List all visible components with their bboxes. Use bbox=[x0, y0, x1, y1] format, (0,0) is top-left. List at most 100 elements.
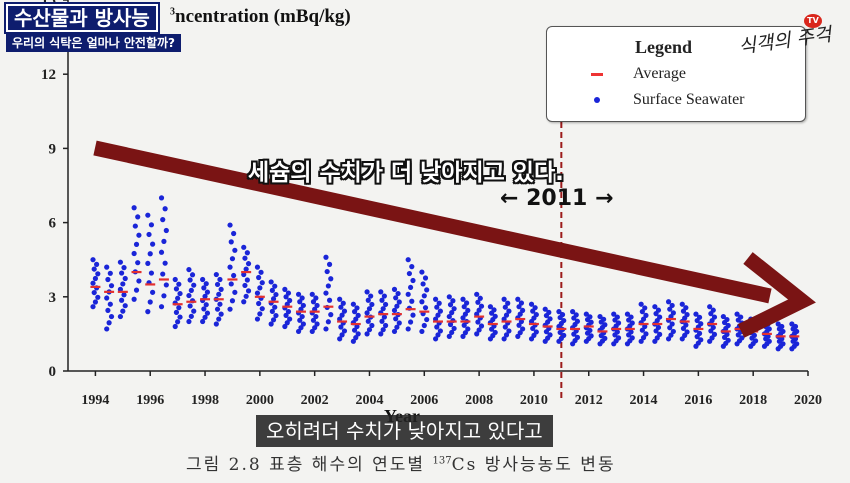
seawater-point bbox=[364, 331, 370, 337]
seawater-point bbox=[611, 311, 617, 317]
seawater-point bbox=[121, 265, 127, 271]
seawater-point bbox=[105, 276, 111, 283]
seawater-point bbox=[259, 280, 265, 286]
seawater-point bbox=[161, 238, 167, 244]
seawater-point bbox=[501, 336, 507, 342]
seawater-point bbox=[462, 330, 469, 336]
seawater-point bbox=[104, 295, 110, 301]
seawater-point bbox=[268, 279, 274, 285]
seawater-point bbox=[272, 283, 278, 289]
x-tick-label: 2006 bbox=[410, 393, 438, 408]
seawater-point bbox=[657, 314, 663, 320]
seawater-point bbox=[364, 310, 370, 316]
seawater-point bbox=[639, 327, 645, 333]
seawater-point bbox=[227, 222, 233, 228]
seawater-point bbox=[107, 270, 113, 276]
seawater-point bbox=[283, 312, 289, 318]
seawater-point bbox=[145, 260, 151, 267]
seawater-point bbox=[501, 316, 507, 322]
seawater-point bbox=[92, 299, 99, 305]
seawater-point bbox=[461, 304, 467, 310]
seawater-point bbox=[338, 304, 344, 310]
seawater-point bbox=[475, 299, 481, 305]
seawater-point bbox=[339, 332, 345, 338]
seawater-point bbox=[547, 316, 553, 322]
figure-caption-superscript: 137 bbox=[432, 455, 452, 467]
seawater-point bbox=[368, 293, 374, 299]
seawater-point bbox=[517, 311, 523, 317]
seawater-point bbox=[350, 301, 356, 307]
seawater-point bbox=[614, 329, 620, 335]
seawater-point bbox=[518, 318, 525, 325]
seawater-point bbox=[365, 297, 371, 303]
seawater-point bbox=[284, 320, 290, 326]
seawater-point bbox=[186, 318, 192, 325]
seawater-point bbox=[460, 296, 466, 302]
seawater-point bbox=[465, 326, 471, 332]
seawater-point bbox=[299, 313, 305, 320]
seawater-point bbox=[203, 302, 209, 308]
seawater-point bbox=[339, 312, 345, 318]
seawater-point bbox=[284, 301, 290, 307]
seawater-point bbox=[528, 301, 535, 307]
seawater-point bbox=[396, 320, 402, 326]
seawater-point bbox=[310, 299, 317, 305]
seawater-point bbox=[326, 297, 333, 303]
seawater-point bbox=[216, 316, 222, 322]
seawater-point bbox=[638, 338, 644, 344]
seawater-point bbox=[200, 276, 206, 283]
seawater-point bbox=[587, 327, 593, 334]
seawater-point bbox=[175, 319, 181, 325]
seawater-point bbox=[256, 274, 262, 281]
seawater-point bbox=[337, 336, 343, 342]
seawater-point bbox=[244, 277, 250, 283]
seawater-point bbox=[351, 327, 358, 333]
seawater-point bbox=[323, 326, 329, 332]
seawater-point bbox=[668, 332, 674, 338]
figure-caption: 그림 2.8 표층 해수의 연도별 137Cs 방사능농도 변동 bbox=[186, 450, 616, 475]
seawater-point bbox=[328, 276, 334, 282]
seawater-point bbox=[269, 308, 275, 314]
seawater-point bbox=[546, 309, 552, 315]
seawater-point bbox=[244, 250, 250, 256]
seawater-point bbox=[436, 300, 442, 306]
seawater-point bbox=[601, 316, 607, 322]
seawater-point bbox=[624, 311, 631, 317]
seawater-point bbox=[446, 333, 452, 339]
seawater-point bbox=[698, 337, 704, 343]
seawater-point bbox=[409, 298, 415, 304]
seawater-point bbox=[136, 278, 142, 284]
seawater-point bbox=[450, 298, 456, 304]
seawater-point bbox=[683, 322, 689, 328]
seawater-point bbox=[369, 322, 375, 329]
seawater-point bbox=[751, 332, 757, 338]
x-tick-label: 2004 bbox=[355, 393, 383, 408]
y-tick-label: 0 bbox=[49, 364, 57, 380]
seawater-point bbox=[299, 295, 305, 301]
seawater-point bbox=[350, 338, 356, 344]
seawater-point bbox=[232, 289, 238, 295]
x-tick-label: 2014 bbox=[630, 393, 658, 408]
seawater-point bbox=[241, 271, 247, 278]
seawater-point bbox=[122, 303, 128, 309]
seawater-point bbox=[451, 325, 457, 332]
seawater-point bbox=[132, 223, 138, 229]
seawater-point bbox=[135, 260, 141, 266]
seawater-point bbox=[270, 317, 277, 323]
seawater-point bbox=[91, 266, 97, 272]
tv-badge-icon: TV bbox=[804, 14, 822, 28]
legend-label-surface-seawater: Surface Seawater bbox=[633, 91, 745, 108]
seawater-point bbox=[696, 330, 703, 337]
seawater-point bbox=[515, 333, 521, 339]
seawater-point bbox=[503, 312, 510, 318]
seawater-point bbox=[665, 336, 672, 342]
seawater-point bbox=[313, 313, 319, 320]
seawater-point bbox=[405, 326, 411, 332]
seawater-point bbox=[187, 303, 193, 309]
seawater-point bbox=[669, 302, 675, 309]
seawater-point bbox=[191, 282, 197, 288]
seawater-point bbox=[655, 324, 662, 331]
seawater-point bbox=[421, 293, 427, 299]
seawater-point bbox=[254, 290, 261, 296]
seawater-point bbox=[474, 291, 480, 297]
